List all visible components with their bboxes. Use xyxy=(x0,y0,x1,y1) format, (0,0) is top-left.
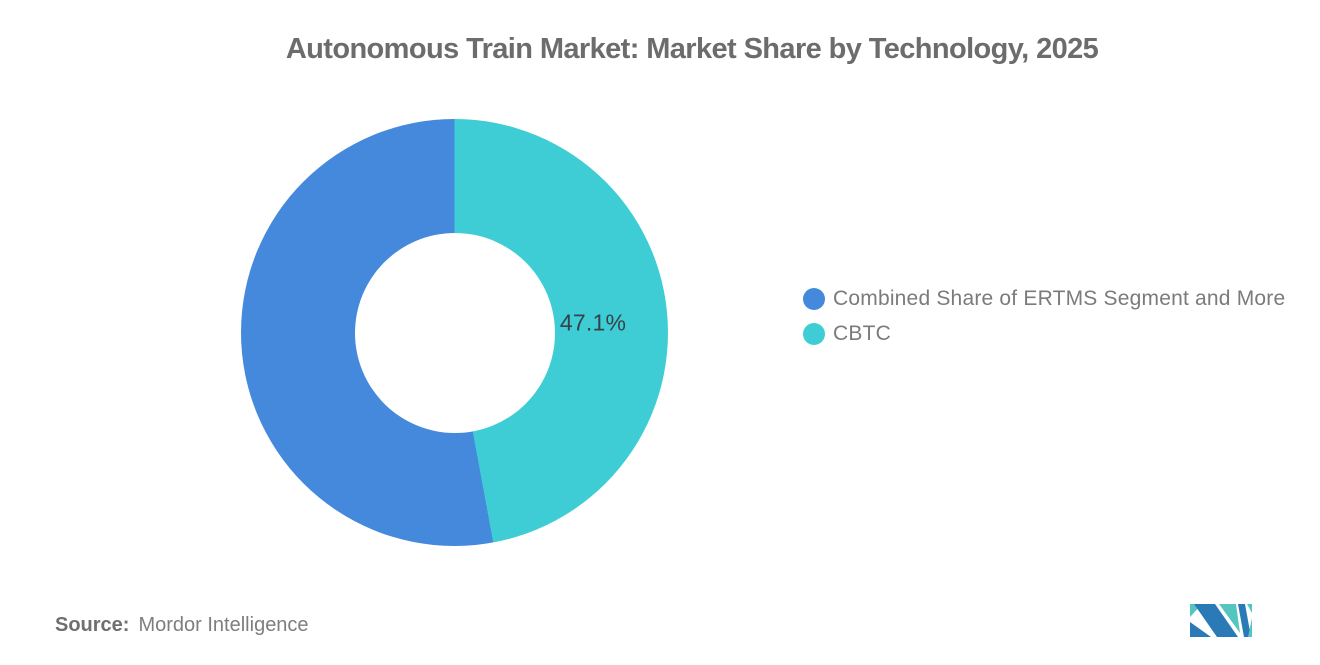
chart-legend: Combined Share of ERTMS Segment and More… xyxy=(803,287,1285,346)
logo-blue-right-diagonal xyxy=(1238,604,1251,637)
logo-blue-main-diagonal xyxy=(1194,604,1238,637)
donut-hole xyxy=(354,232,555,433)
legend-item-cbtc[interactable]: CBTC xyxy=(803,322,1285,346)
logo-teal-top-right-triangle xyxy=(1247,604,1252,613)
source-line: Source: Mordor Intelligence xyxy=(55,614,309,637)
ertms-legend-label: Combined Share of ERTMS Segment and More xyxy=(833,287,1286,310)
legend-item-ertms[interactable]: Combined Share of ERTMS Segment and More xyxy=(803,287,1285,311)
ertms-legend-swatch-icon xyxy=(803,288,825,310)
logo-teal-bottom-right-triangle xyxy=(1248,618,1252,637)
source-name-label: Mordor Intelligence xyxy=(138,614,309,636)
logo-teal-middle-triangle xyxy=(1219,604,1240,633)
source-prefix-label: Source: xyxy=(55,614,130,636)
donut-chart[interactable]: 47.1% xyxy=(241,119,668,546)
cbtc-legend-swatch-icon xyxy=(803,323,825,345)
cbtc-legend-label: CBTC xyxy=(833,322,891,345)
chart-title: Autonomous Train Market: Market Share by… xyxy=(285,33,1099,65)
cbtc-slice-data-label: 47.1% xyxy=(559,309,627,336)
mordor-intelligence-logo xyxy=(1190,604,1252,637)
logo-blue-bottom-left-triangle xyxy=(1190,622,1211,637)
